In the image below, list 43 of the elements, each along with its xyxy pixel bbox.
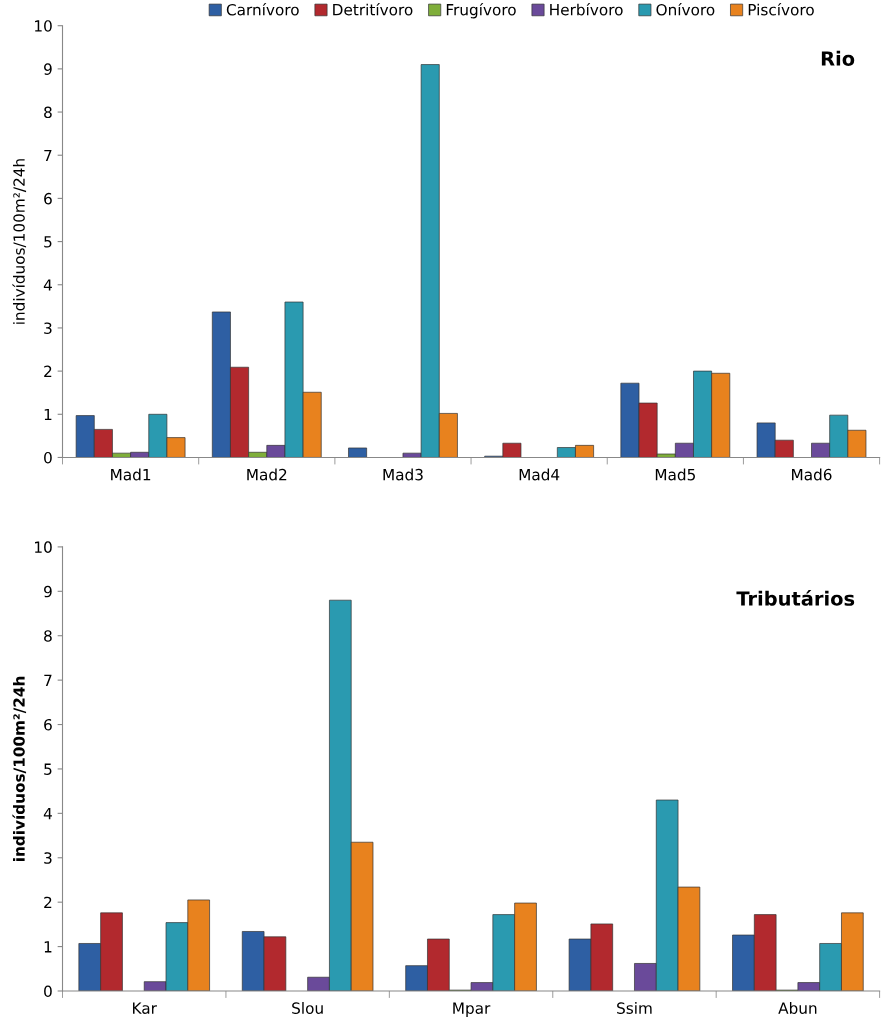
y-tick-label: 7 (44, 149, 52, 162)
y-tick-label: 2 (44, 896, 52, 908)
x-tick-label: Kar (133, 1002, 157, 1014)
y-tick-label: 10 (35, 541, 52, 553)
y-tick-label: 9 (44, 63, 52, 75)
y-tick-label: 6 (44, 719, 52, 731)
y-tick-label: 0 (44, 985, 52, 998)
y-tick-label: 1 (44, 408, 52, 421)
x-tick-label: Mad1 (111, 468, 151, 481)
y-tick-label: 1 (44, 941, 52, 953)
y-axis-title: indivíduos/100m²/24h (12, 159, 27, 324)
y-tick-label: 9 (44, 585, 52, 598)
x-tick-label: Mad2 (247, 468, 287, 481)
x-tick-label: Mad5 (655, 468, 695, 481)
x-tick-label: Mpar (453, 1002, 491, 1017)
x-tick-label: Abun (778, 1002, 817, 1014)
x-tick-label: Mad3 (383, 468, 423, 481)
y-tick-label: 3 (44, 852, 52, 864)
x-tick-label: Mad4 (519, 468, 560, 481)
y-tick-label: 8 (44, 106, 52, 119)
y-tick-label: 6 (44, 192, 52, 205)
y-tick-label: 8 (44, 630, 52, 642)
x-tick-label: Slou (292, 1002, 323, 1014)
text: Rio (821, 50, 855, 66)
legend-label: Herbívoro (550, 3, 623, 16)
y-tick-label: 7 (44, 674, 52, 686)
x-tick-label: Ssim (617, 1002, 652, 1014)
x-tick-label: Mad6 (792, 468, 832, 481)
legend-label: Onívoro (656, 3, 715, 16)
y-tick-label: 4 (43, 808, 52, 820)
y-tick-label: 3 (44, 322, 52, 334)
y-tick-label: 5 (44, 236, 52, 248)
y-tick-label: 0 (44, 451, 52, 464)
y-tick-label: 4 (43, 279, 52, 291)
y-axis-title: indivíduos/100m²/24h (12, 676, 27, 861)
y-tick-label: 5 (44, 763, 52, 775)
legend-label: Detritívoro (333, 3, 413, 16)
legend-label: Frugívoro (446, 3, 516, 19)
legend-label: Piscívoro (748, 3, 814, 16)
y-tick-label: 10 (35, 20, 52, 32)
y-tick-label: 2 (44, 365, 52, 377)
text: Tributários (736, 590, 855, 606)
legend-label: Carnívoro (226, 3, 299, 16)
